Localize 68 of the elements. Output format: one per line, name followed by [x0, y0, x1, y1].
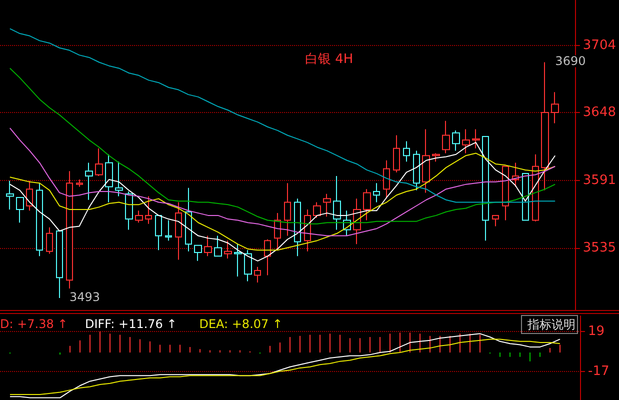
candlestick	[194, 244, 202, 262]
candlestick	[472, 128, 480, 149]
candlestick	[224, 240, 232, 260]
line-series	[9, 28, 556, 203]
candlestick	[462, 128, 470, 154]
candlestick	[294, 198, 301, 257]
candlestick	[185, 187, 192, 252]
candlestick	[135, 210, 143, 224]
candlestick	[452, 130, 460, 152]
candlestick	[125, 191, 133, 230]
candlestick	[333, 175, 341, 230]
candlestick	[373, 182, 380, 203]
candlestick	[422, 128, 430, 194]
candlestick	[165, 220, 172, 242]
candlestick	[264, 238, 271, 276]
annotation: 3493	[69, 290, 100, 304]
candlestick	[383, 160, 390, 200]
candlestick	[482, 136, 489, 242]
candlestick	[6, 180, 14, 210]
candlestick	[541, 62, 549, 191]
candlestick	[95, 148, 103, 176]
candlestick	[393, 134, 400, 173]
line-series	[9, 152, 556, 251]
candlestick	[105, 154, 113, 203]
y-tick-label: 3648	[582, 105, 616, 120]
line-series	[9, 68, 556, 224]
candlestick	[214, 235, 222, 257]
candlestick	[155, 214, 162, 251]
candlestick	[502, 166, 509, 221]
candlestick	[76, 179, 83, 188]
candlestick	[244, 250, 252, 282]
candlestick	[145, 196, 152, 224]
candlestick	[551, 92, 559, 124]
candlestick	[16, 196, 24, 224]
candlestick	[175, 202, 182, 260]
annotation: 指标说明	[526, 318, 576, 332]
annotation: 3690	[555, 54, 586, 68]
candlestick	[26, 180, 33, 212]
y-tick-label: 3591	[582, 173, 616, 188]
line-series	[9, 142, 556, 262]
candlestick	[115, 161, 123, 197]
candlestick	[432, 152, 440, 162]
annotation: D: +7.38 ↑	[0, 317, 68, 331]
candlestick	[313, 202, 321, 218]
candlestick	[323, 193, 331, 218]
y-tick-label: 3704	[582, 38, 616, 53]
candlestick	[284, 182, 291, 236]
y-tick-label: -17	[588, 364, 610, 379]
candlestick	[56, 230, 63, 299]
candlestick	[274, 212, 281, 250]
text: 白银 4H	[305, 52, 354, 67]
candlestick	[403, 140, 410, 162]
line-series	[9, 128, 556, 236]
candlestick	[85, 162, 93, 200]
candlestick	[413, 150, 420, 191]
candlestick	[234, 244, 242, 277]
candlestick	[46, 226, 53, 254]
candlestick	[254, 266, 261, 283]
candlestick	[363, 188, 371, 221]
y-tick-label: 19	[588, 324, 605, 339]
candlestick	[204, 235, 212, 257]
candlestick	[492, 214, 499, 227]
candlestick	[66, 170, 73, 289]
candlestick	[442, 120, 450, 154]
annotation: DEA: +8.07 ↑	[199, 317, 283, 331]
annotation: DIFF: +11.76 ↑	[85, 317, 177, 331]
candlestick	[36, 182, 43, 257]
y-tick-label: 3535	[582, 240, 616, 256]
